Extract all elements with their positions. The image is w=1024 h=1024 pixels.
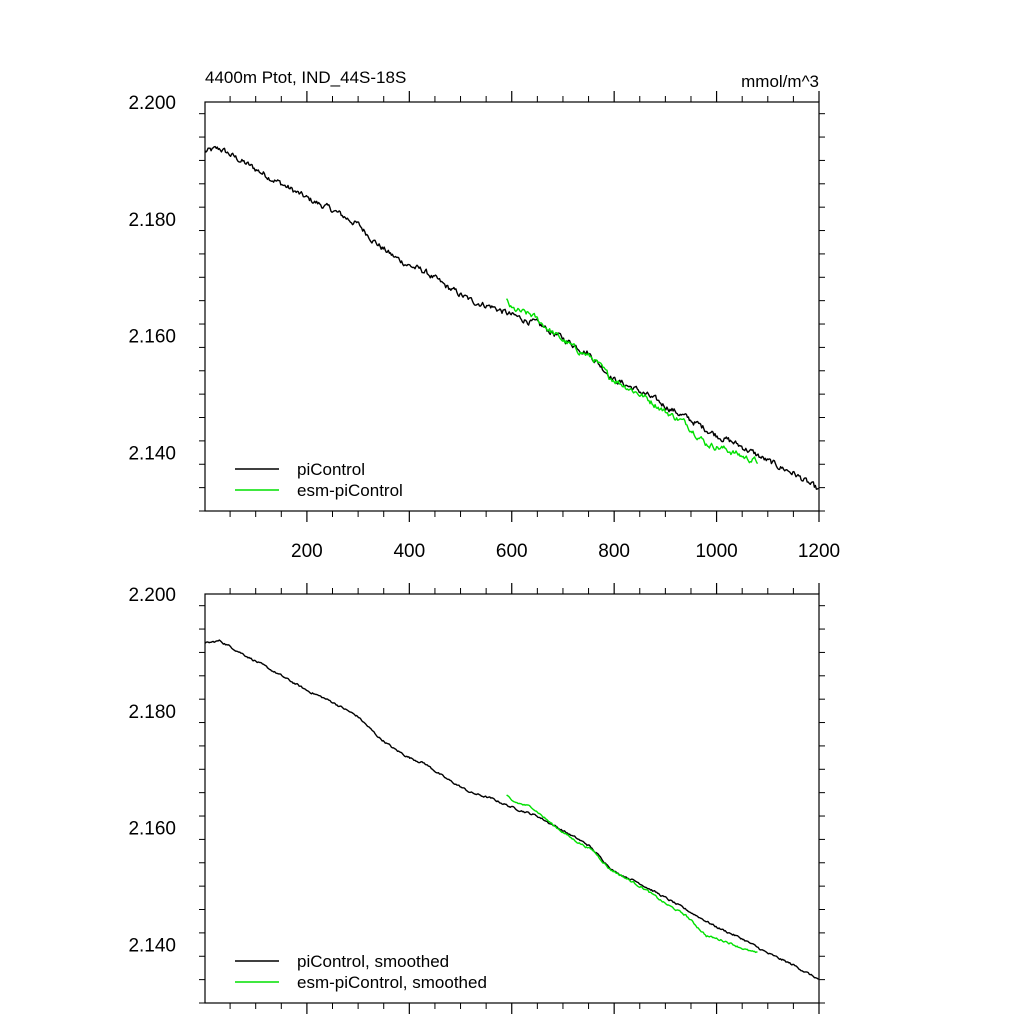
series-line-picontrol — [204, 145, 819, 490]
y-tick-label: 2.200 — [128, 93, 176, 114]
y-tick-label: 2.140 — [128, 936, 176, 957]
bottom-panel-legend: piControl, smoothed esm-piControl, smoot… — [235, 952, 487, 992]
legend-label-esm-picontrol-smoothed: esm-piControl, smoothed — [297, 973, 487, 992]
x-tick-label: 1000 — [695, 541, 737, 562]
y-tick-label: 2.140 — [128, 444, 176, 465]
series-line-picontrol-smoothed — [204, 639, 819, 980]
bottom-panel-ticks: 2.140 2.160 2.180 2.200 — [128, 583, 825, 1014]
y-tick-label: 2.160 — [128, 327, 176, 348]
x-tick-label: 400 — [393, 541, 425, 562]
y-tick-label: 2.200 — [128, 585, 176, 606]
legend-label-esm-picontrol: esm-piControl — [297, 481, 403, 500]
bottom-panel: 2.140 2.160 2.180 2.200 piControl, smoothed… — [128, 583, 825, 1014]
top-panel-legend: piControl esm-piControl — [235, 460, 403, 500]
top-panel: 4400m Ptot, IND_44S-18S mmol/m^3 200 400 6… — [128, 68, 840, 562]
top-panel-series — [204, 145, 819, 490]
top-panel-ticks: 200 400 600 800 1000 1200 2.140 2.160 2.180 2.200 — [128, 91, 840, 562]
y-tick-label: 2.180 — [128, 702, 176, 723]
top-panel-title: 4400m Ptot, IND_44S-18S — [205, 68, 406, 87]
series-line-esm-picontrol — [505, 298, 759, 465]
x-tick-label: 600 — [496, 541, 528, 562]
y-tick-label: 2.160 — [128, 819, 176, 840]
legend-label-picontrol-smoothed: piControl, smoothed — [297, 952, 449, 971]
x-tick-label: 200 — [291, 541, 323, 562]
y-tick-label: 2.180 — [128, 210, 176, 231]
top-panel-plot-frame — [204, 101, 820, 512]
legend-label-picontrol: piControl — [297, 460, 365, 479]
x-tick-label: 800 — [598, 541, 630, 562]
series-line-esm-picontrol-smoothed — [506, 794, 758, 954]
bottom-panel-series — [204, 639, 819, 980]
top-panel-units: mmol/m^3 — [741, 72, 819, 91]
bottom-panel-plot-frame — [204, 593, 820, 1004]
x-tick-label: 1200 — [798, 541, 840, 562]
